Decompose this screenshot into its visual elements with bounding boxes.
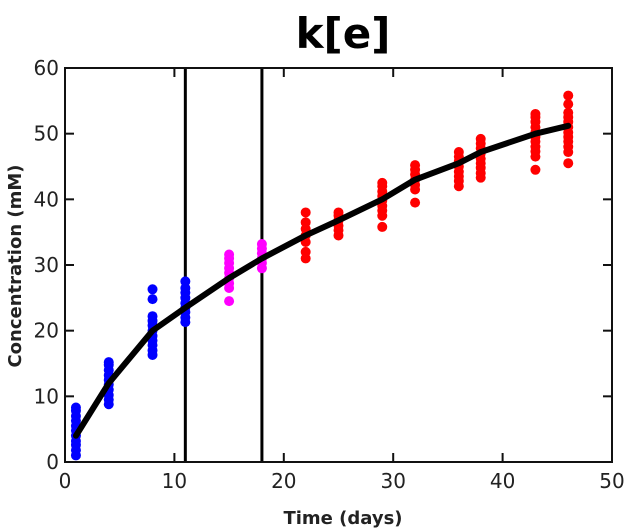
data-point [475,133,486,144]
x-axis-label: Time (days) [283,508,402,529]
data-point [530,164,541,175]
data-point [563,158,574,169]
y-tick-label: 10 [34,384,59,408]
plot-area [70,68,574,462]
x-tick-label: 30 [380,469,405,493]
data-point [563,99,574,110]
data-point [70,402,81,413]
y-axis-label: Concentration (mM) [5,164,26,367]
data-point [147,311,158,322]
data-point [103,357,114,368]
axes: 0 10 20 30 40 50 0 10 20 30 40 50 60 [34,56,625,493]
data-point [224,249,235,260]
x-tick-label: 10 [162,469,187,493]
data-point [147,284,158,295]
x-tick-label: 40 [490,469,515,493]
data-point [530,108,541,119]
x-tick-label: 20 [271,469,296,493]
y-tick-label: 60 [34,56,59,80]
x-tick-label: 0 [59,469,72,493]
data-point [147,294,158,305]
data-point [563,90,574,101]
chart-title: k[e] [296,9,391,58]
y-tick-label: 40 [34,187,59,211]
data-point [410,160,421,171]
data-point [300,246,311,257]
data-point [256,238,267,249]
axes-frame [64,67,613,463]
data-point [224,296,235,307]
data-point [333,207,344,218]
data-point [453,147,464,158]
y-tick-label: 20 [34,319,59,343]
data-point [377,177,388,188]
data-point [180,276,191,287]
y-tick-label: 0 [46,450,59,474]
data-point [300,217,311,228]
y-tick-label: 30 [34,253,59,277]
data-point [300,207,311,218]
data-point [563,107,574,118]
y-tick-label: 50 [34,122,59,146]
trend-line [72,122,572,439]
data-point [410,197,421,208]
data-point [377,221,388,232]
x-tick-label: 50 [599,469,624,493]
